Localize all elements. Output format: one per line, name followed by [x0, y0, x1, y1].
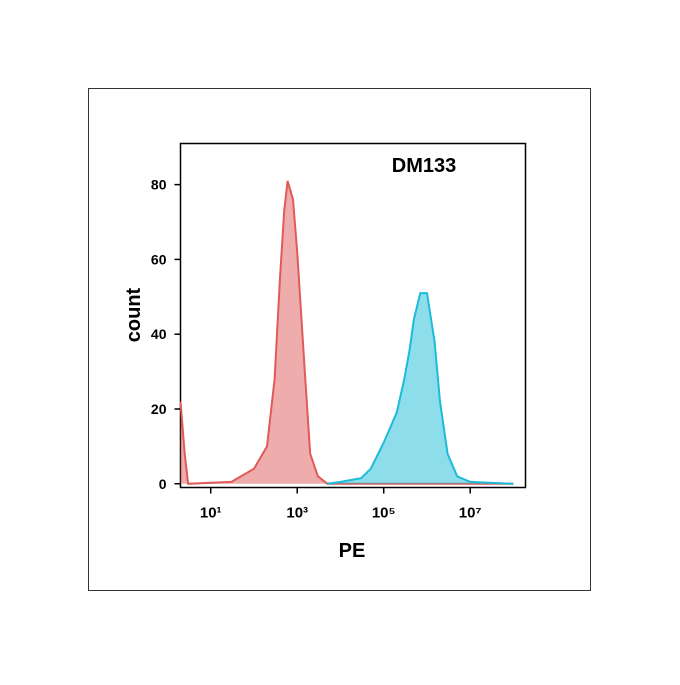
area: [180, 180, 514, 484]
x-tick-label: 10⁷: [459, 505, 482, 522]
x-tick-label: 10¹: [200, 505, 222, 522]
x-axis-label: PE: [339, 540, 366, 562]
y-axis-label: count: [123, 287, 145, 342]
y-tick-label: 20: [151, 401, 167, 417]
y-tick-label: 80: [151, 177, 167, 193]
plot-frame: [179, 142, 527, 489]
y-tick-label: 0: [159, 476, 167, 492]
histogram-line: [179, 180, 514, 485]
y-tick-label: 40: [151, 326, 167, 342]
x-tick-label: 10³: [286, 505, 308, 522]
annotation: DM133: [392, 155, 456, 177]
frame: [88, 88, 591, 591]
y-tick-label: 60: [151, 251, 167, 267]
area: [327, 293, 514, 484]
x-tick-label: 10⁵: [372, 505, 396, 522]
histogram-line: [327, 292, 514, 485]
